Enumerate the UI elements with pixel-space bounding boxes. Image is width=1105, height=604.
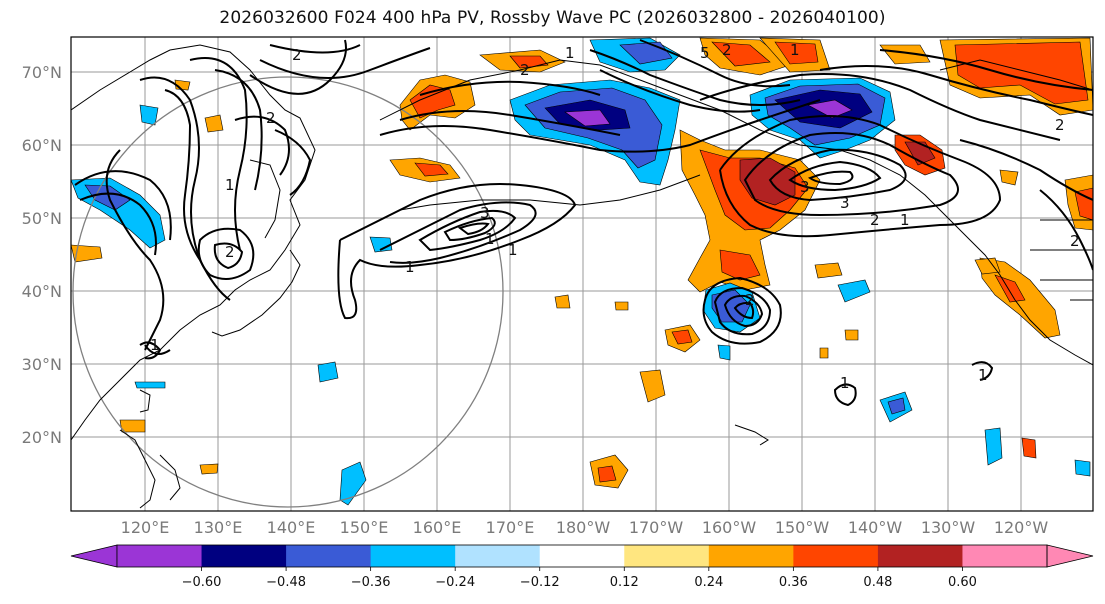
colorbar-swatch <box>455 545 541 567</box>
contour-label: 3 <box>840 194 850 212</box>
lon-label: 140°W <box>848 518 903 537</box>
contour-label: 5 <box>700 44 710 62</box>
colorbar-tick-label: −0.24 <box>435 575 475 590</box>
lat-label: 70°N <box>22 63 62 82</box>
contour-label: 2 <box>870 211 880 229</box>
lon-label: 170°W <box>629 518 684 537</box>
lon-label: 120°E <box>121 518 170 537</box>
region-circle <box>72 76 504 508</box>
colorbar-swatch <box>201 545 287 567</box>
lon-label: 170°E <box>486 518 535 537</box>
contour-label: 2 <box>1055 116 1065 134</box>
colorbar-tick-label: 0.24 <box>694 575 723 590</box>
lat-label: 30°N <box>22 355 62 374</box>
contour-label: 1 <box>900 211 910 229</box>
lon-label: 150°W <box>775 518 830 537</box>
lon-label: 160°W <box>702 518 757 537</box>
colorbar-swatch <box>793 545 879 567</box>
contour-label: 3 <box>480 204 490 222</box>
lon-labels: 120°E 130°E 140°E 150°E 160°E 170°E 180°… <box>121 518 1049 537</box>
colorbar-tick-label: −0.36 <box>351 575 391 590</box>
colorbar-swatch <box>370 545 456 567</box>
lon-label: 130°E <box>194 518 243 537</box>
colorbar-outline <box>116 544 1048 568</box>
colorbar-tick-label: −0.48 <box>266 575 306 590</box>
colorbar-tick-label: 0.60 <box>948 575 977 590</box>
colorbar: −0.60 −0.48 −0.36 −0.24 −0.12 0.12 0.24 0.36 0.4… <box>70 544 1094 590</box>
contour-label: 1 <box>150 336 160 354</box>
lon-label: 180°W <box>556 518 611 537</box>
map-title: 2026032600 F024 400 hPa PV, Rossby Wave … <box>219 8 886 28</box>
contour-label: 2 <box>292 46 302 64</box>
colorbar-swatch <box>962 545 1048 567</box>
colorbar-extend-min <box>70 544 118 568</box>
lon-label: 160°E <box>413 518 462 537</box>
contour-label: 1 <box>508 241 518 259</box>
contour-label: 2 <box>722 41 732 59</box>
lon-label: 140°E <box>267 518 316 537</box>
contour-label: 1 <box>840 374 850 392</box>
contour-label: 3 <box>800 178 810 196</box>
map-border <box>70 36 1094 512</box>
lat-label: 60°N <box>22 136 62 155</box>
contour-label: 1 <box>485 230 495 248</box>
contour-label: 2 <box>745 291 755 309</box>
colorbar-swatch <box>708 545 794 567</box>
lat-labels: 70°N 60°N 50°N 40°N 30°N 20°N <box>22 63 62 447</box>
lat-label: 20°N <box>22 428 62 447</box>
contour-label: 1 <box>405 258 415 276</box>
pv-contours <box>74 39 1093 407</box>
colorbar-tick-label: 0.48 <box>863 575 892 590</box>
lon-label: 130°W <box>921 518 976 537</box>
colorbar-swatch <box>877 545 963 567</box>
colorbar-swatch <box>117 545 203 567</box>
contour-label: 1 <box>790 41 800 59</box>
colorbar-extend-max <box>1046 544 1094 568</box>
colorbar-tick-label: −0.12 <box>520 575 560 590</box>
contour-label: 2 <box>225 243 235 261</box>
colorbar-tick-label: 0.12 <box>610 575 639 590</box>
contour-label: 2 <box>266 109 276 127</box>
contour-labels: 2 2 2 1 2 5 2 2 1 1 3 1 1 1 3 3 2 1 2 1 … <box>150 41 1080 392</box>
colorbar-swatch <box>539 545 625 567</box>
contour-label: 1 <box>978 366 988 384</box>
coastlines <box>71 44 1093 509</box>
lat-label: 50°N <box>22 209 62 228</box>
lon-label: 150°E <box>340 518 389 537</box>
colorbar-swatch <box>624 545 710 567</box>
contour-label: 2 <box>1070 232 1080 250</box>
colorbar-swatch <box>286 545 372 567</box>
lat-label: 40°N <box>22 282 62 301</box>
contour-label: 2 <box>520 61 530 79</box>
colorbar-tick-label: 0.36 <box>779 575 808 590</box>
colorbar-tick-label: −0.60 <box>182 575 222 590</box>
contour-label: 1 <box>225 176 235 194</box>
graticule <box>71 37 1093 511</box>
contour-label: 1 <box>565 44 575 62</box>
lon-label: 120°W <box>994 518 1049 537</box>
